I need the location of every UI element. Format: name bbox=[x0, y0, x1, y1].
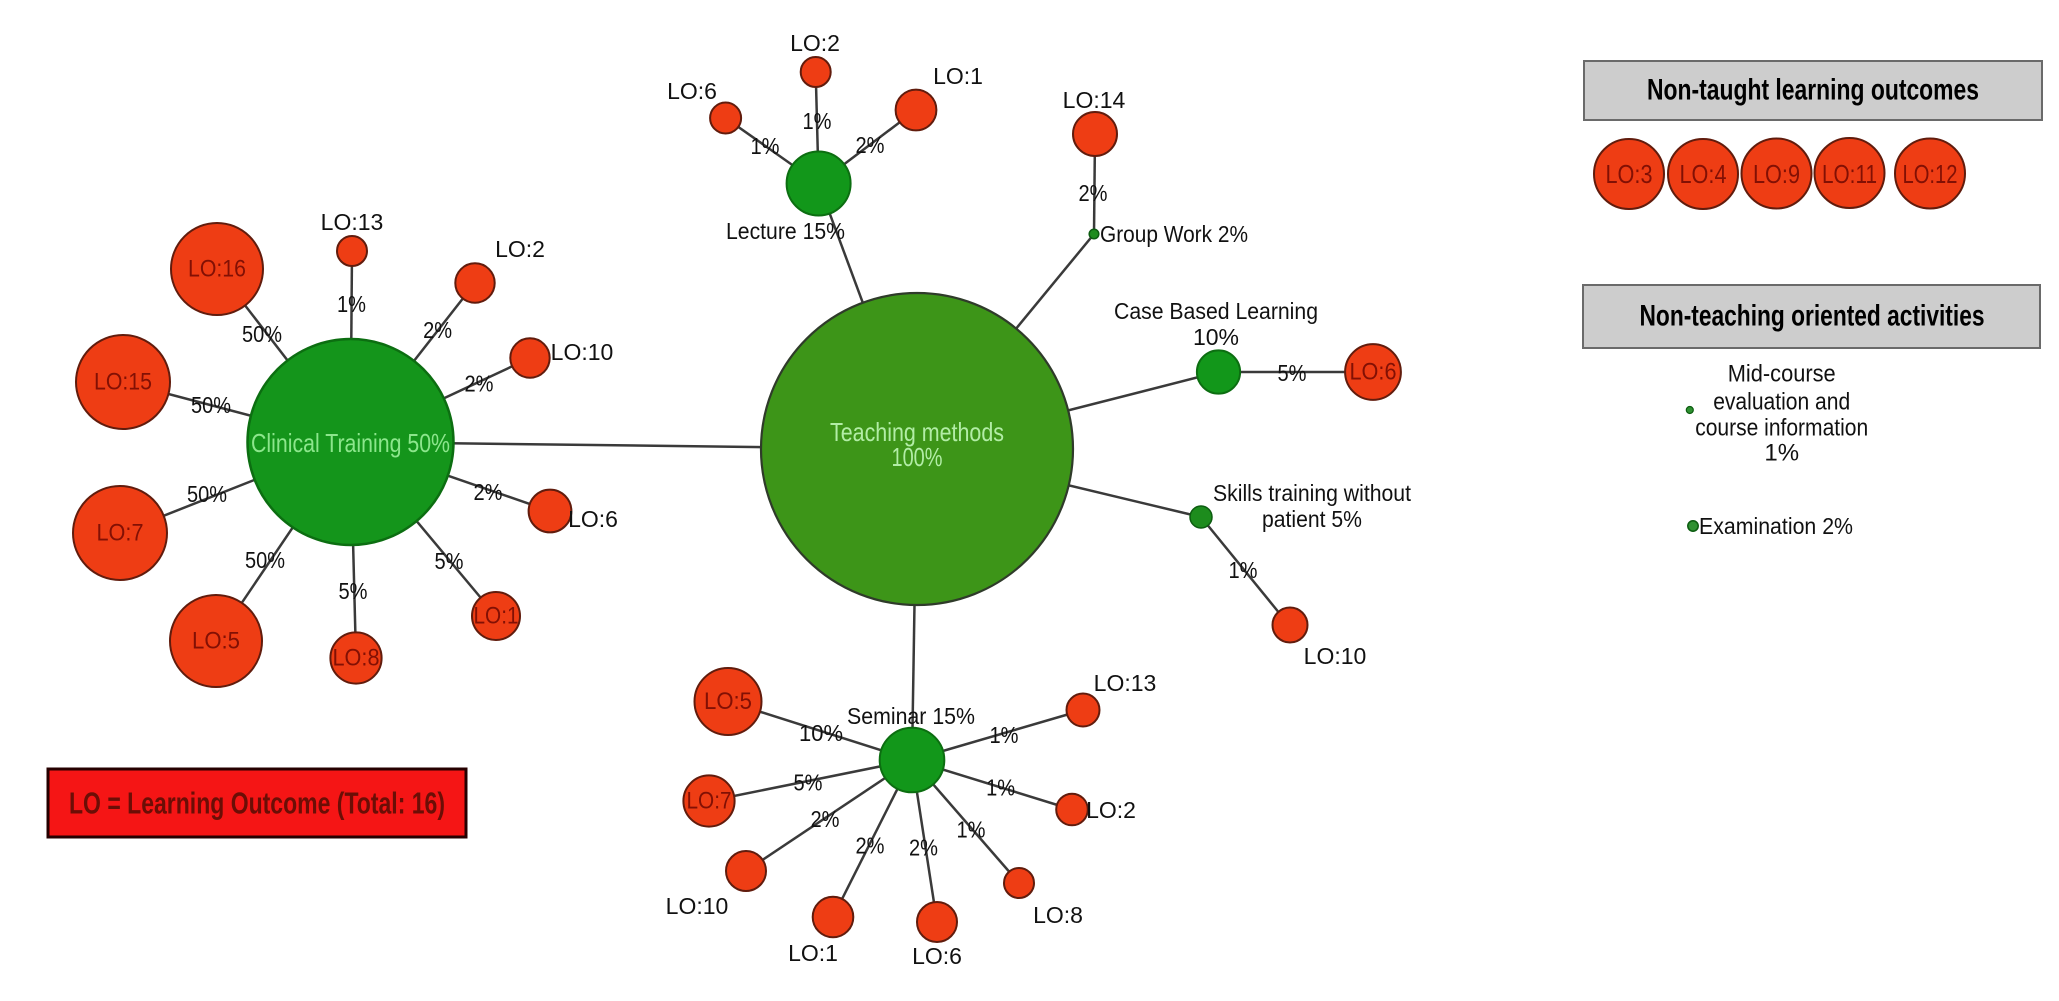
svg-text:50%: 50% bbox=[242, 321, 282, 347]
svg-text:LO:2: LO:2 bbox=[495, 236, 545, 262]
svg-text:2%: 2% bbox=[856, 833, 885, 859]
svg-text:patient 5%: patient 5% bbox=[1262, 506, 1362, 532]
svg-text:50%: 50% bbox=[191, 392, 231, 418]
svg-text:course information: course information bbox=[1695, 415, 1868, 442]
svg-text:Non-taught learning outcomes: Non-taught learning outcomes bbox=[1647, 74, 1979, 107]
svg-text:Examination 2%: Examination 2% bbox=[1699, 513, 1853, 539]
svg-text:10%: 10% bbox=[1193, 324, 1239, 350]
svg-text:LO:7: LO:7 bbox=[97, 520, 144, 547]
svg-text:Group Work 2%: Group Work 2% bbox=[1100, 221, 1248, 247]
svg-text:LO:7: LO:7 bbox=[687, 788, 732, 815]
svg-text:Clinical Training 50%: Clinical Training 50% bbox=[251, 428, 450, 458]
svg-text:2%: 2% bbox=[856, 132, 885, 158]
svg-text:2%: 2% bbox=[909, 834, 938, 860]
svg-text:1%: 1% bbox=[337, 291, 366, 317]
svg-text:1%: 1% bbox=[1764, 440, 1799, 467]
svg-text:LO:10: LO:10 bbox=[551, 339, 614, 365]
svg-text:2%: 2% bbox=[474, 479, 503, 505]
svg-text:LO:15: LO:15 bbox=[94, 369, 152, 396]
svg-text:LO:6: LO:6 bbox=[568, 506, 618, 532]
svg-text:2%: 2% bbox=[423, 317, 452, 343]
svg-text:Skills training without: Skills training without bbox=[1213, 480, 1412, 506]
svg-text:50%: 50% bbox=[245, 547, 285, 573]
svg-text:LO:13: LO:13 bbox=[321, 209, 384, 235]
svg-text:LO:8: LO:8 bbox=[1033, 902, 1083, 928]
svg-text:LO:6: LO:6 bbox=[912, 943, 962, 969]
svg-text:5%: 5% bbox=[794, 770, 823, 796]
svg-text:LO:3: LO:3 bbox=[1606, 159, 1653, 189]
svg-text:LO:16: LO:16 bbox=[188, 256, 246, 283]
svg-text:1%: 1% bbox=[986, 774, 1015, 800]
svg-text:2%: 2% bbox=[811, 806, 840, 832]
svg-text:Non-teaching oriented activiti: Non-teaching oriented activities bbox=[1640, 300, 1985, 333]
svg-text:2%: 2% bbox=[1079, 180, 1108, 206]
svg-text:LO:6: LO:6 bbox=[1350, 359, 1397, 386]
svg-text:Case Based Learning: Case Based Learning bbox=[1114, 298, 1318, 324]
svg-text:1%: 1% bbox=[990, 722, 1019, 748]
svg-text:LO:9: LO:9 bbox=[1753, 159, 1800, 189]
svg-text:LO:10: LO:10 bbox=[1304, 643, 1367, 669]
svg-text:LO:13: LO:13 bbox=[1094, 670, 1157, 696]
svg-text:LO:5: LO:5 bbox=[704, 688, 752, 715]
svg-text:5%: 5% bbox=[339, 578, 368, 604]
svg-text:Seminar 15%: Seminar 15% bbox=[847, 703, 975, 729]
svg-text:1%: 1% bbox=[751, 133, 780, 159]
svg-text:LO:1: LO:1 bbox=[474, 603, 519, 630]
svg-text:LO:5: LO:5 bbox=[192, 628, 240, 655]
svg-text:LO:12: LO:12 bbox=[1903, 159, 1958, 189]
svg-text:LO:1: LO:1 bbox=[788, 940, 838, 966]
svg-text:evaluation and: evaluation and bbox=[1713, 389, 1850, 416]
svg-text:LO:2: LO:2 bbox=[790, 30, 840, 56]
svg-text:LO:4: LO:4 bbox=[1680, 159, 1727, 189]
svg-text:50%: 50% bbox=[187, 481, 227, 507]
svg-text:2%: 2% bbox=[465, 371, 494, 397]
svg-text:10%: 10% bbox=[799, 720, 843, 746]
svg-text:LO:14: LO:14 bbox=[1063, 87, 1126, 113]
svg-text:LO:1: LO:1 bbox=[933, 63, 983, 89]
svg-text:1%: 1% bbox=[803, 108, 832, 134]
svg-text:1%: 1% bbox=[1229, 557, 1258, 583]
svg-text:100%: 100% bbox=[892, 442, 943, 472]
svg-text:1%: 1% bbox=[957, 817, 986, 843]
svg-text:LO = Learning Outcome (Total:: LO = Learning Outcome (Total: 16) bbox=[69, 786, 445, 821]
svg-text:Teaching methods: Teaching methods bbox=[830, 417, 1004, 447]
svg-text:LO:2: LO:2 bbox=[1086, 797, 1136, 823]
svg-text:LO:11: LO:11 bbox=[1822, 159, 1877, 189]
svg-text:5%: 5% bbox=[1278, 360, 1307, 386]
svg-text:5%: 5% bbox=[435, 548, 464, 574]
svg-text:LO:10: LO:10 bbox=[666, 893, 729, 919]
svg-text:Lecture 15%: Lecture 15% bbox=[726, 218, 845, 244]
svg-text:Mid-course: Mid-course bbox=[1728, 361, 1836, 388]
svg-text:LO:6: LO:6 bbox=[667, 78, 717, 104]
svg-text:LO:8: LO:8 bbox=[333, 645, 380, 672]
